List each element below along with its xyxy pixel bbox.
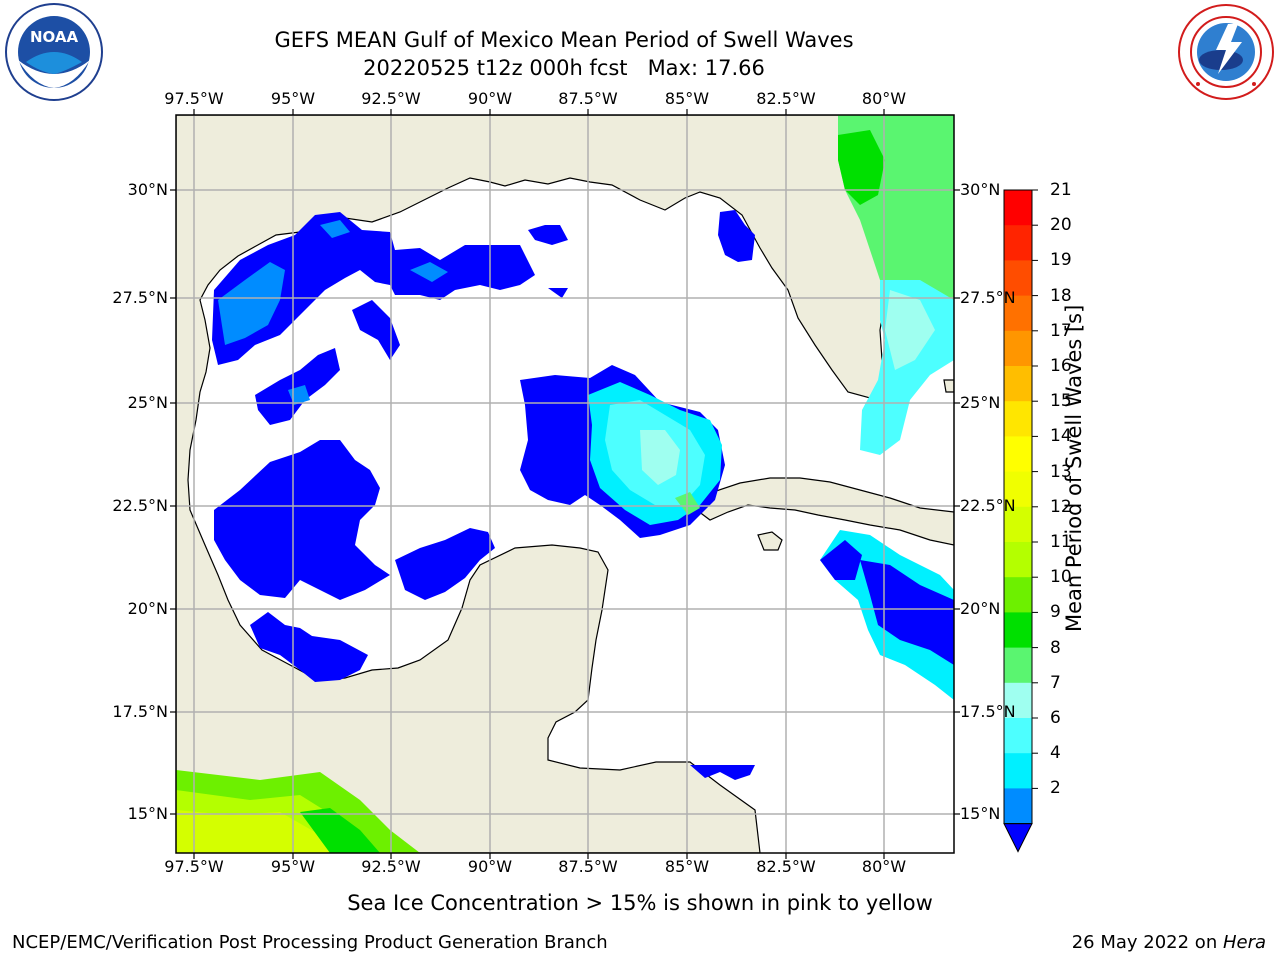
colorbar [1003, 189, 1038, 853]
colorbar-label: Mean Period of Swell Waves [s] [1062, 304, 1086, 632]
lon-label-top: 80°W [861, 89, 907, 108]
lat-label-left: 17.5°N [112, 702, 168, 721]
colorbar-tick-label: 12 [1050, 496, 1072, 517]
pacific-swell-field [176, 770, 420, 853]
lon-label-top: 90°W [467, 89, 513, 108]
lat-label-right: 15°N [960, 804, 1001, 823]
colorbar-swatch [1004, 682, 1032, 719]
lon-label-bottom: 92.5°W [361, 857, 421, 876]
lon-label-top: 82.5°W [756, 89, 816, 108]
colorbar-tick-label: 13 [1050, 461, 1072, 482]
run-date-text: 26 May 2022 on [1071, 932, 1223, 953]
lat-label-left: 30°N [127, 180, 168, 199]
lat-label-right: 27.5°N [960, 288, 1016, 307]
lon-label-bottom: 82.5°W [756, 857, 816, 876]
lat-label-right: 22.5°N [960, 496, 1016, 515]
run-date: 26 May 2022 on Hera [1072, 932, 1266, 954]
colorbar-tick-label: 16 [1050, 356, 1072, 376]
colorbar-swatch [1004, 436, 1032, 473]
run-host: Hera [1222, 932, 1266, 953]
colorbar-tick-label: 20 [1050, 215, 1072, 236]
graticule [176, 115, 954, 853]
lat-label-right: 25°N [960, 393, 1001, 412]
map-frame [175, 114, 955, 854]
colorbar-swatch [1004, 330, 1032, 367]
nws-logo [1176, 2, 1276, 102]
colorbar-swatch [1004, 647, 1032, 684]
sea-ice-note: Sea Ice Concentration > 15% is shown in … [347, 891, 933, 915]
colorbar-tick-label: 21 [1050, 180, 1072, 200]
lon-label-bottom: 97.5°W [164, 857, 224, 876]
lon-label-bottom: 85°W [664, 857, 710, 876]
colorbar-swatch [1004, 788, 1032, 825]
lat-label-right: 20°N [960, 599, 1001, 618]
colorbar-swatch [1004, 225, 1032, 261]
lon-label-bottom: 80°W [861, 857, 907, 876]
noaa-logo: NOAA [4, 2, 104, 102]
colorbar-swatch [1004, 718, 1032, 754]
colorbar-swatch [1004, 506, 1032, 543]
colorbar-tick-label: 8 [1050, 637, 1061, 658]
org-credit: NCEP/EMC/Verification Post Processing Pr… [12, 932, 608, 953]
colorbar-tick-label: 2 [1050, 778, 1061, 799]
lon-label-bottom: 87.5°W [558, 857, 618, 876]
lon-label-bottom: 90°W [467, 857, 513, 876]
land-isle-of-youth [757, 531, 783, 551]
colorbar-underflow-triangle [1003, 823, 1033, 853]
lat-label-left: 20°N [127, 599, 168, 618]
lon-label-top: 95°W [270, 89, 316, 108]
colorbar-tick-label: 19 [1050, 250, 1072, 271]
lon-label-top: 97.5°W [164, 89, 224, 108]
lat-label-left: 27.5°N [112, 288, 168, 307]
colorbar-tick-label: 15 [1050, 391, 1072, 412]
colorbar-tick-label: 18 [1050, 285, 1072, 306]
colorbar-tick-label: 6 [1050, 708, 1061, 728]
lon-label-bottom: 95°W [270, 857, 316, 876]
colorbar-tick-label: 7 [1050, 672, 1061, 693]
axis-ticks [170, 109, 960, 859]
lat-label-right: 30°N [960, 180, 1001, 199]
lon-label-top: 92.5°W [361, 89, 421, 108]
colorbar-swatch [1004, 753, 1032, 789]
chart-title: GEFS MEAN Gulf of Mexico Mean Period of … [274, 28, 854, 52]
colorbar-tick-label: 11 [1050, 532, 1072, 552]
colorbar-tick-label: 10 [1050, 567, 1072, 588]
colorbar-swatch [1004, 612, 1032, 649]
colorbar-swatch [1004, 366, 1032, 402]
lon-label-top: 85°W [664, 89, 710, 108]
colorbar-swatch [1004, 401, 1032, 437]
lat-label-left: 22.5°N [112, 496, 168, 515]
lat-label-right: 17.5°N [960, 702, 1016, 721]
lat-label-left: 15°N [127, 804, 168, 823]
chart-subtitle: 20220525 t12z 000h fcst Max: 17.66 [363, 56, 765, 80]
lon-label-top: 87.5°W [558, 89, 618, 108]
colorbar-swatch [1004, 471, 1032, 508]
colorbar-swatch [1004, 542, 1032, 578]
colorbar-swatch [1004, 295, 1032, 332]
colorbar-tick-label: 9 [1050, 602, 1061, 623]
colorbar-swatch [1004, 190, 1032, 226]
noaa-logo-text: NOAA [30, 28, 79, 46]
colorbar-tick-label: 17 [1050, 320, 1072, 341]
colorbar-tick-label: 14 [1050, 426, 1072, 447]
lat-label-left: 25°N [127, 393, 168, 412]
colorbar-swatch [1004, 260, 1032, 297]
colorbar-tick-label: 4 [1050, 743, 1061, 764]
colorbar-swatch [1004, 577, 1032, 613]
yucatan-swell-field [520, 365, 725, 538]
